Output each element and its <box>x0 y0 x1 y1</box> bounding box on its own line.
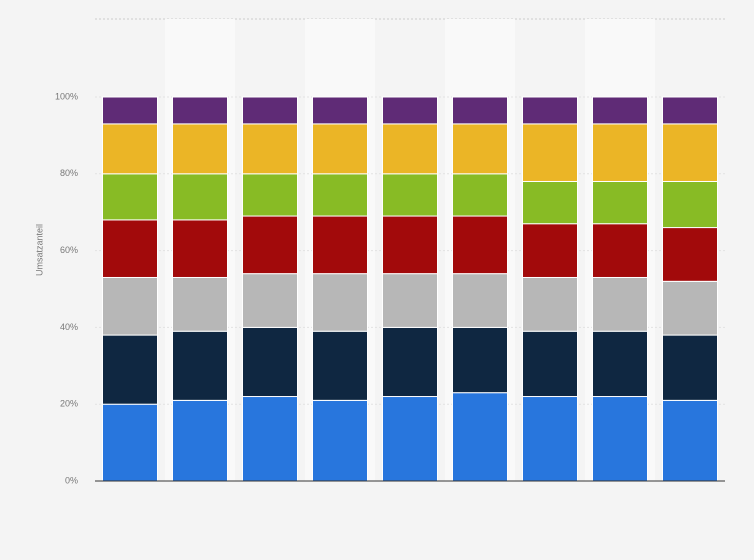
bar-segment <box>382 123 438 175</box>
bar-segment <box>522 396 578 482</box>
bar-segment <box>662 123 718 182</box>
bar-segment <box>592 123 648 182</box>
bar-segment <box>592 180 648 225</box>
bar-segment <box>452 96 508 125</box>
bar-segment <box>242 273 298 328</box>
y-tick-label: 20% <box>60 399 78 409</box>
bar-segment <box>102 219 158 278</box>
bar-segment <box>522 96 578 125</box>
bar-segment <box>102 403 158 482</box>
bar-segment <box>662 180 718 229</box>
bar-segment <box>592 330 648 398</box>
bar-segment <box>102 276 158 336</box>
bar-segment <box>452 326 508 394</box>
bar-segment <box>452 173 508 217</box>
bar-segment <box>242 123 298 175</box>
bar-segment <box>382 396 438 482</box>
y-tick-label: 40% <box>60 322 78 332</box>
bar-segment <box>312 273 368 332</box>
y-tick-label: 100% <box>55 91 78 101</box>
bar-segment <box>522 276 578 332</box>
bar-segment <box>312 330 368 401</box>
bar-segment <box>102 173 158 221</box>
bar-segment <box>242 215 298 275</box>
bar-segment <box>312 215 368 275</box>
bar-segment <box>312 399 368 482</box>
bar-segment <box>172 173 228 221</box>
bar-segment <box>452 392 508 482</box>
bar-segment <box>452 273 508 328</box>
bar-segment <box>592 96 648 125</box>
bar-segment <box>172 96 228 125</box>
bar-segment <box>242 396 298 482</box>
y-tick-label: 60% <box>60 245 78 255</box>
bar-segment <box>242 96 298 125</box>
bar-segment <box>522 123 578 182</box>
bar-segment <box>172 399 228 482</box>
bar-segment <box>242 326 298 398</box>
bar-segment <box>172 276 228 332</box>
bar-segment <box>382 326 438 398</box>
bar-segment <box>382 273 438 328</box>
bar-segment <box>172 330 228 401</box>
bar-segment <box>522 180 578 225</box>
bar-segment <box>662 96 718 125</box>
bar-segment <box>102 96 158 125</box>
bar-segment <box>592 276 648 332</box>
bar-segment <box>382 96 438 125</box>
y-tick-label: 0% <box>65 475 78 485</box>
y-axis-title: Umsatzanteil <box>34 224 44 276</box>
bar-segment <box>662 334 718 401</box>
bar-segment <box>662 280 718 336</box>
bar-segment <box>242 173 298 217</box>
bar-segment <box>592 223 648 278</box>
bar-segment <box>382 215 438 275</box>
bar-segment <box>102 123 158 175</box>
bar-segment <box>312 123 368 175</box>
bar-segment <box>172 123 228 175</box>
bar-segment <box>312 173 368 217</box>
bar-segment <box>662 399 718 482</box>
bar-segment <box>522 223 578 278</box>
bar-segment <box>592 396 648 482</box>
bar-segment <box>522 330 578 398</box>
bar-segment <box>452 123 508 175</box>
bar-segment <box>312 96 368 125</box>
bar-segment <box>102 334 158 405</box>
bar-segment <box>382 173 438 217</box>
bar-segment <box>172 219 228 278</box>
bar-segment <box>452 215 508 275</box>
y-tick-label: 80% <box>60 168 78 178</box>
bar-segment <box>662 227 718 282</box>
